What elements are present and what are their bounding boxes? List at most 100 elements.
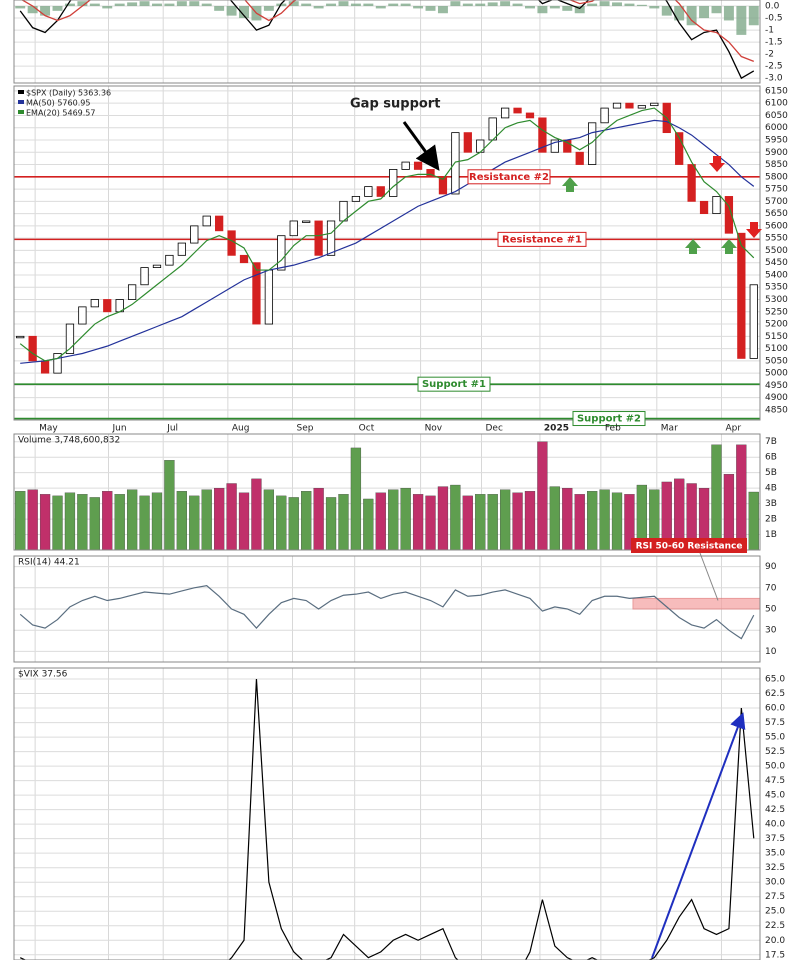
candle — [165, 254, 174, 266]
panel — [14, 434, 760, 550]
panel-frame — [13, 667, 761, 960]
histogram-bar — [748, 6, 759, 26]
volume-bar — [77, 494, 88, 550]
candle — [127, 284, 137, 300]
candle — [699, 200, 709, 215]
candle — [538, 117, 547, 153]
y-tick-label: 37.5 — [765, 834, 785, 844]
candle — [675, 132, 684, 165]
candle — [277, 235, 286, 271]
y-tick-label: 5950 — [765, 135, 788, 145]
histogram-bar — [674, 6, 685, 21]
histogram-bar — [139, 1, 150, 7]
candle — [264, 269, 274, 325]
up-arrow — [685, 239, 701, 254]
plot-layer: 0.0 -0.5 -1 -1.5 -2 -2.5 -3.0 6150 6100 6050 6000 5… — [13, 0, 788, 960]
down-arrow — [746, 222, 762, 238]
histogram-bar — [723, 6, 734, 21]
candle — [687, 164, 696, 202]
volume-bar — [562, 487, 573, 550]
volume-bar — [363, 498, 374, 550]
band-label-box — [631, 538, 747, 553]
candle — [625, 102, 634, 109]
candle — [413, 161, 423, 170]
histogram-bar — [338, 1, 349, 7]
y-tick-label: 5800 — [765, 172, 788, 182]
histogram-bar — [636, 4, 647, 7]
band-pointer — [699, 552, 719, 601]
level-label: Resistance #1 — [502, 234, 582, 245]
gap-arrow — [402, 121, 440, 171]
panel — [14, 0, 760, 83]
volume-bar — [574, 494, 585, 550]
y-tick-label: 40.0 — [765, 820, 785, 830]
histogram-bar — [624, 3, 635, 7]
y-tick-label: -0.5 — [765, 14, 783, 24]
level-label-box — [497, 231, 587, 247]
series-line — [19, 678, 755, 960]
y-tick-label: -2.5 — [765, 62, 783, 72]
histogram-bar — [15, 6, 26, 9]
volume-bar — [139, 495, 150, 550]
y-tick-label: 55.0 — [765, 733, 785, 743]
volume-bar — [624, 494, 635, 550]
candle — [575, 151, 584, 165]
y-tick-label: 6150 — [765, 86, 788, 96]
y-tick-label: 5B — [765, 468, 777, 478]
candle — [438, 176, 448, 195]
volume-bar — [238, 492, 250, 550]
y-tick-label: 2B — [765, 515, 777, 525]
band-label: RSI 50-60 Resistance — [636, 542, 743, 552]
candle — [550, 139, 559, 153]
y-tick-label: 4B — [765, 484, 777, 494]
histogram-bar — [350, 3, 361, 7]
volume-bar — [524, 491, 536, 550]
candle — [177, 242, 186, 256]
candle — [650, 102, 659, 107]
histogram-bar — [649, 6, 660, 9]
y-tick-label: 20.0 — [765, 936, 785, 946]
vix-arrow — [651, 712, 746, 959]
histogram-bar — [189, 1, 200, 7]
candle — [103, 299, 112, 313]
candle — [40, 360, 50, 374]
histogram-bar — [375, 6, 386, 9]
legend-label: MA(50) 5760.95 — [26, 99, 90, 108]
volume-bar — [686, 483, 697, 550]
y-tick-label: 70 — [765, 583, 777, 593]
volume-bar — [674, 478, 685, 550]
candle — [351, 196, 361, 202]
volume-bar — [412, 494, 424, 550]
y-tick-label: 0.0 — [765, 2, 780, 12]
histogram-bar — [152, 3, 162, 7]
histogram-bar — [164, 3, 175, 7]
volume-bar — [189, 495, 200, 550]
y-tick-label: 5450 — [765, 258, 788, 268]
legend-swatch — [18, 110, 24, 114]
volume-bar — [201, 489, 212, 550]
candle — [364, 186, 373, 197]
candle — [376, 186, 385, 197]
panel-title: RSI(14) 44.21 — [18, 558, 80, 568]
candle — [339, 200, 348, 222]
volume-bar — [15, 491, 26, 550]
annotations — [402, 121, 762, 959]
y-tick-label: 30 — [765, 626, 777, 636]
x-tick-label: Aug — [232, 424, 250, 434]
histogram-bar — [288, 1, 299, 7]
volume-bar — [288, 497, 299, 550]
average-line — [20, 119, 755, 364]
y-tick-label: 6100 — [765, 99, 788, 109]
volume-bar — [549, 486, 560, 550]
y-tick-label: 5100 — [765, 344, 788, 354]
volume-bar — [214, 487, 225, 550]
x-tick-label: Jul — [166, 424, 178, 434]
y-tick-label: 90 — [765, 562, 777, 572]
volume-bar — [151, 492, 163, 550]
volume-bar — [89, 497, 100, 550]
histogram-bar — [413, 6, 424, 9]
histogram-bar — [102, 6, 113, 9]
y-tick-label: 5650 — [765, 209, 788, 219]
histogram-bar — [525, 6, 535, 9]
